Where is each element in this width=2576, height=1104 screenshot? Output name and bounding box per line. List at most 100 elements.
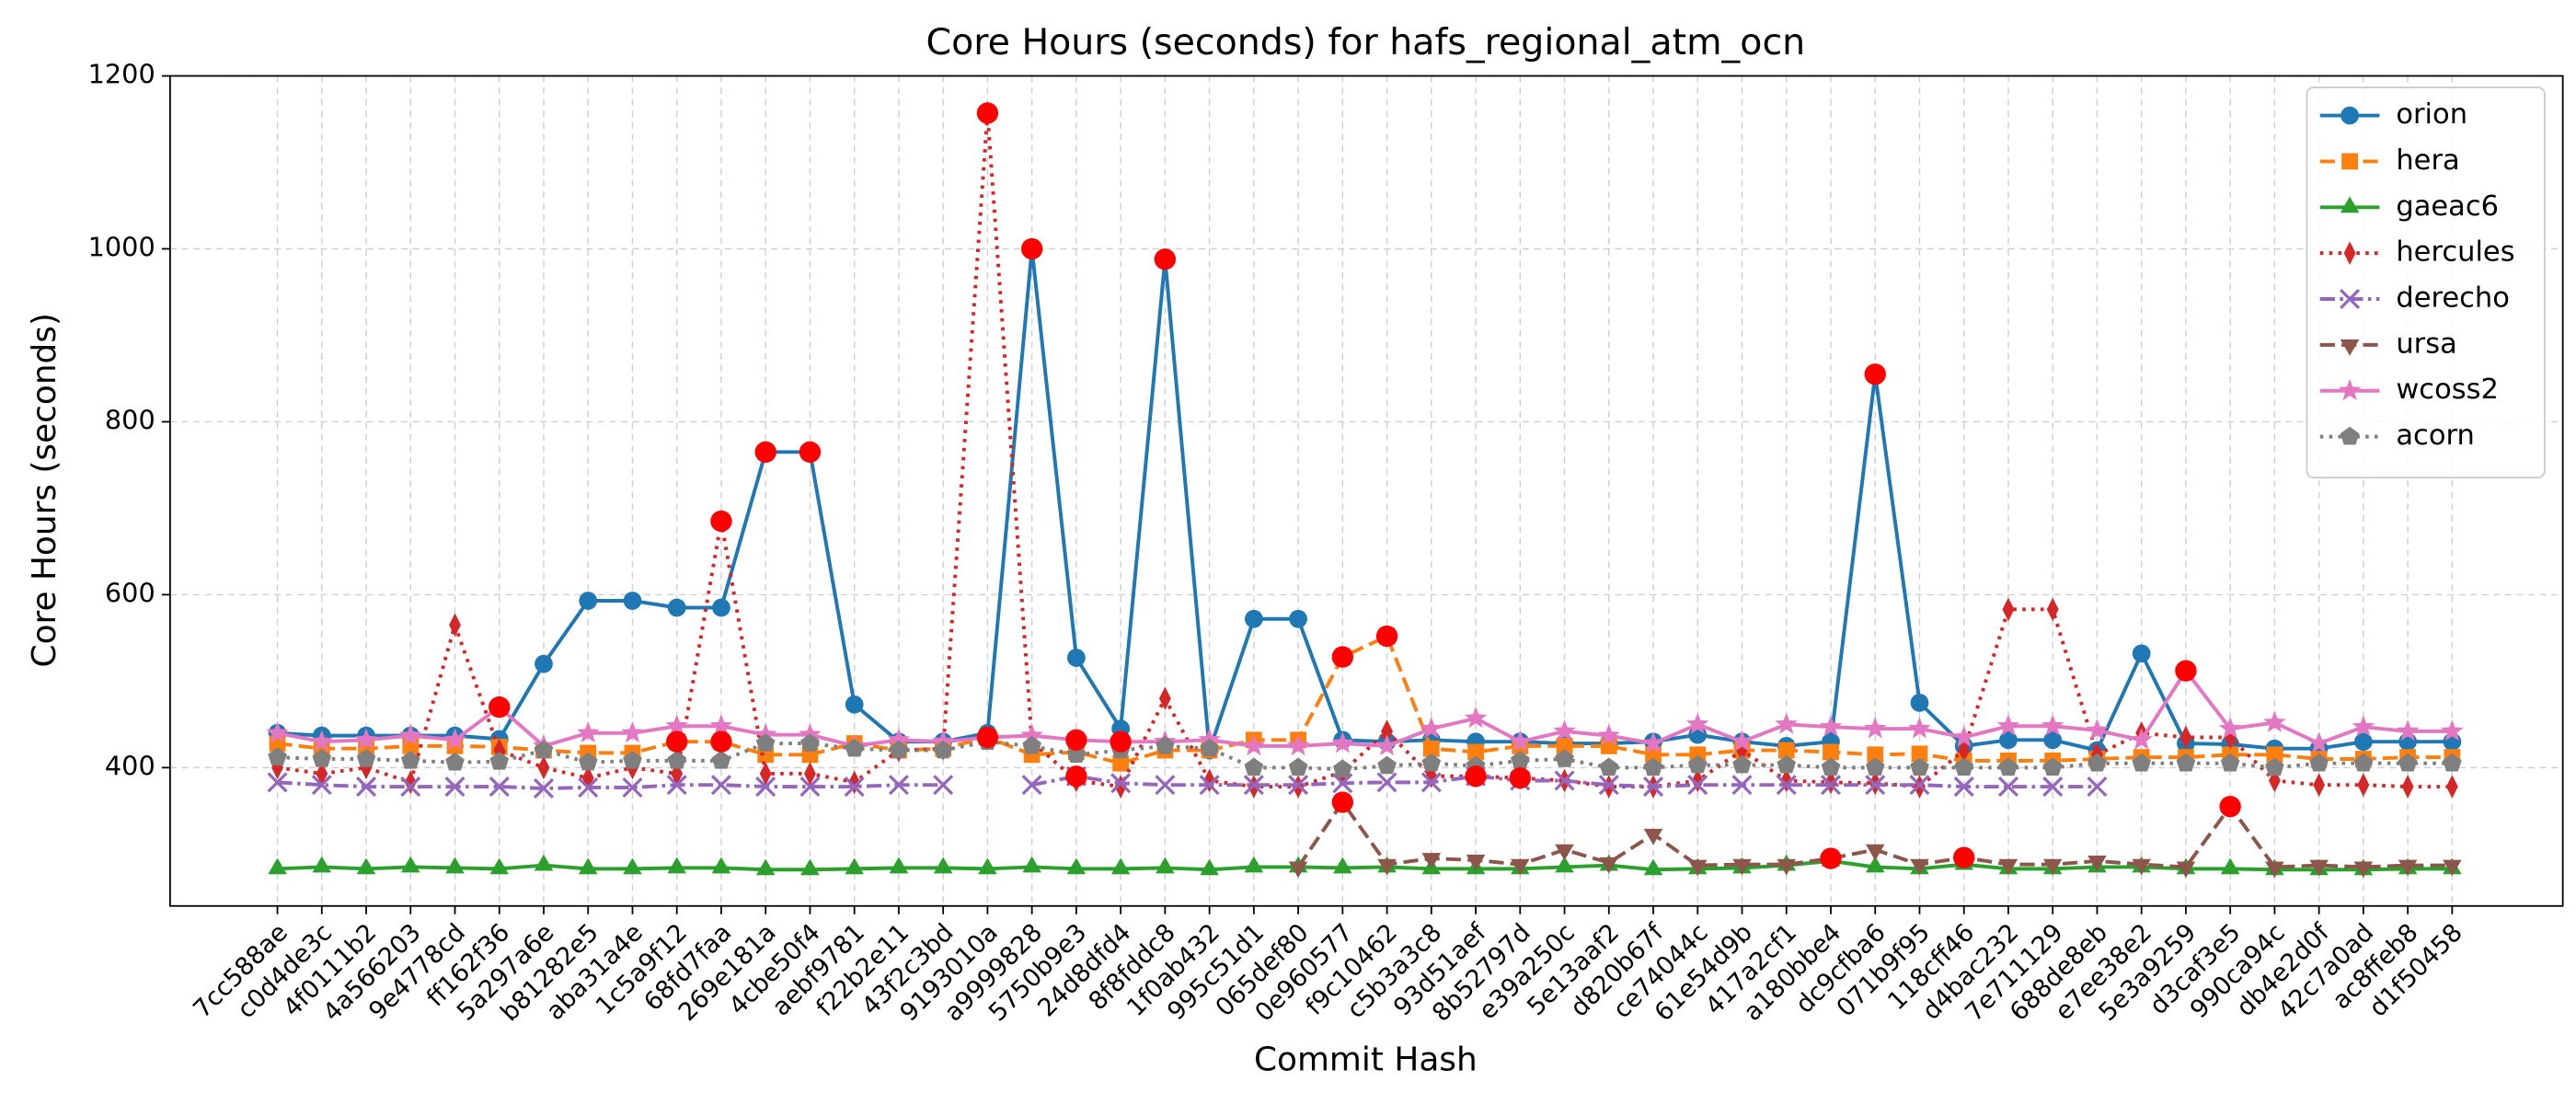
- marker: [579, 592, 598, 610]
- marker: [2352, 715, 2375, 737]
- marker: [312, 856, 332, 873]
- y-tick-label: 1200: [88, 59, 155, 90]
- marker: [2176, 861, 2196, 879]
- legend-label: orion: [2396, 98, 2467, 131]
- marker: [2443, 859, 2462, 877]
- marker: [1200, 738, 1219, 757]
- marker: [1156, 857, 1175, 874]
- marker: [1156, 736, 1175, 754]
- marker: [1687, 754, 1708, 774]
- marker: [1110, 773, 1132, 794]
- outlier-marker: [710, 510, 732, 533]
- marker: [2132, 644, 2151, 663]
- marker: [2340, 339, 2360, 356]
- marker: [845, 695, 864, 714]
- marker: [1643, 776, 1664, 798]
- marker: [1242, 734, 1266, 756]
- outlier-marker: [1953, 846, 1975, 868]
- marker: [2086, 719, 2109, 741]
- marker: [1908, 717, 1931, 739]
- marker: [1464, 706, 1488, 729]
- marker: [2218, 717, 2242, 739]
- marker: [666, 775, 687, 796]
- marker: [2398, 753, 2418, 772]
- marker: [1997, 776, 2018, 798]
- marker: [2398, 859, 2418, 877]
- marker: [1421, 753, 1442, 772]
- marker: [1998, 757, 2018, 776]
- legend-label: acorn: [2396, 420, 2474, 452]
- marker: [1777, 742, 1795, 759]
- marker: [2341, 153, 2358, 170]
- marker: [1643, 858, 1663, 876]
- marker: [489, 857, 510, 875]
- legend: orion hera gaeac6 hercules derecho ursa wcoss2…: [2306, 86, 2546, 478]
- marker: [2042, 757, 2063, 776]
- marker: [1821, 757, 1841, 776]
- marker: [2340, 106, 2359, 125]
- marker: [933, 857, 953, 874]
- outlier-marker: [1331, 791, 1354, 813]
- marker: [1377, 858, 1397, 876]
- marker: [445, 752, 465, 771]
- marker: [2263, 710, 2286, 732]
- marker: [1244, 757, 1264, 776]
- outlier-marker: [2219, 796, 2241, 818]
- marker: [1243, 775, 1264, 796]
- marker: [1509, 730, 1532, 752]
- marker: [268, 747, 287, 765]
- marker: [1911, 745, 1928, 763]
- marker: [1599, 857, 1619, 874]
- marker: [711, 751, 731, 769]
- marker: [311, 775, 332, 796]
- marker: [1823, 743, 1839, 761]
- marker: [1777, 858, 1797, 876]
- marker: [1244, 609, 1263, 628]
- y-tick-label: 600: [105, 577, 155, 608]
- marker: [1511, 858, 1530, 876]
- marker: [1333, 759, 1352, 778]
- outlier-marker: [1110, 730, 1132, 753]
- marker: [1643, 757, 1663, 776]
- marker: [2043, 730, 2063, 750]
- marker: [578, 776, 599, 799]
- marker: [1731, 775, 1753, 796]
- marker: [401, 856, 420, 873]
- marker: [2307, 731, 2330, 753]
- marker: [889, 857, 909, 874]
- marker: [887, 728, 911, 750]
- marker: [1865, 856, 1885, 873]
- marker: [1332, 773, 1353, 794]
- marker: [1155, 775, 1176, 796]
- marker: [800, 733, 820, 752]
- marker: [621, 720, 644, 743]
- marker: [356, 776, 377, 798]
- marker: [1865, 775, 1886, 796]
- marker: [1687, 775, 1708, 796]
- marker: [1331, 731, 1354, 753]
- marker: [1996, 714, 2020, 736]
- legend-label: hercules: [2396, 236, 2514, 269]
- marker: [533, 777, 555, 799]
- marker: [400, 776, 421, 798]
- marker: [2340, 426, 2360, 445]
- marker: [1865, 844, 1885, 861]
- marker: [1022, 856, 1041, 873]
- marker: [2176, 753, 2196, 772]
- marker: [356, 749, 376, 767]
- marker: [1067, 649, 1086, 667]
- marker: [1952, 725, 1975, 747]
- marker: [2309, 859, 2329, 877]
- marker: [310, 730, 333, 752]
- marker: [1910, 757, 1929, 776]
- marker: [1333, 857, 1352, 874]
- y-tick-label: 1000: [88, 231, 155, 262]
- marker: [1731, 730, 1754, 752]
- marker: [1775, 712, 1798, 734]
- marker: [1554, 770, 1575, 791]
- marker: [799, 776, 821, 798]
- marker: [1686, 712, 1709, 734]
- marker: [2313, 773, 2326, 798]
- outlier-marker: [1065, 729, 1087, 751]
